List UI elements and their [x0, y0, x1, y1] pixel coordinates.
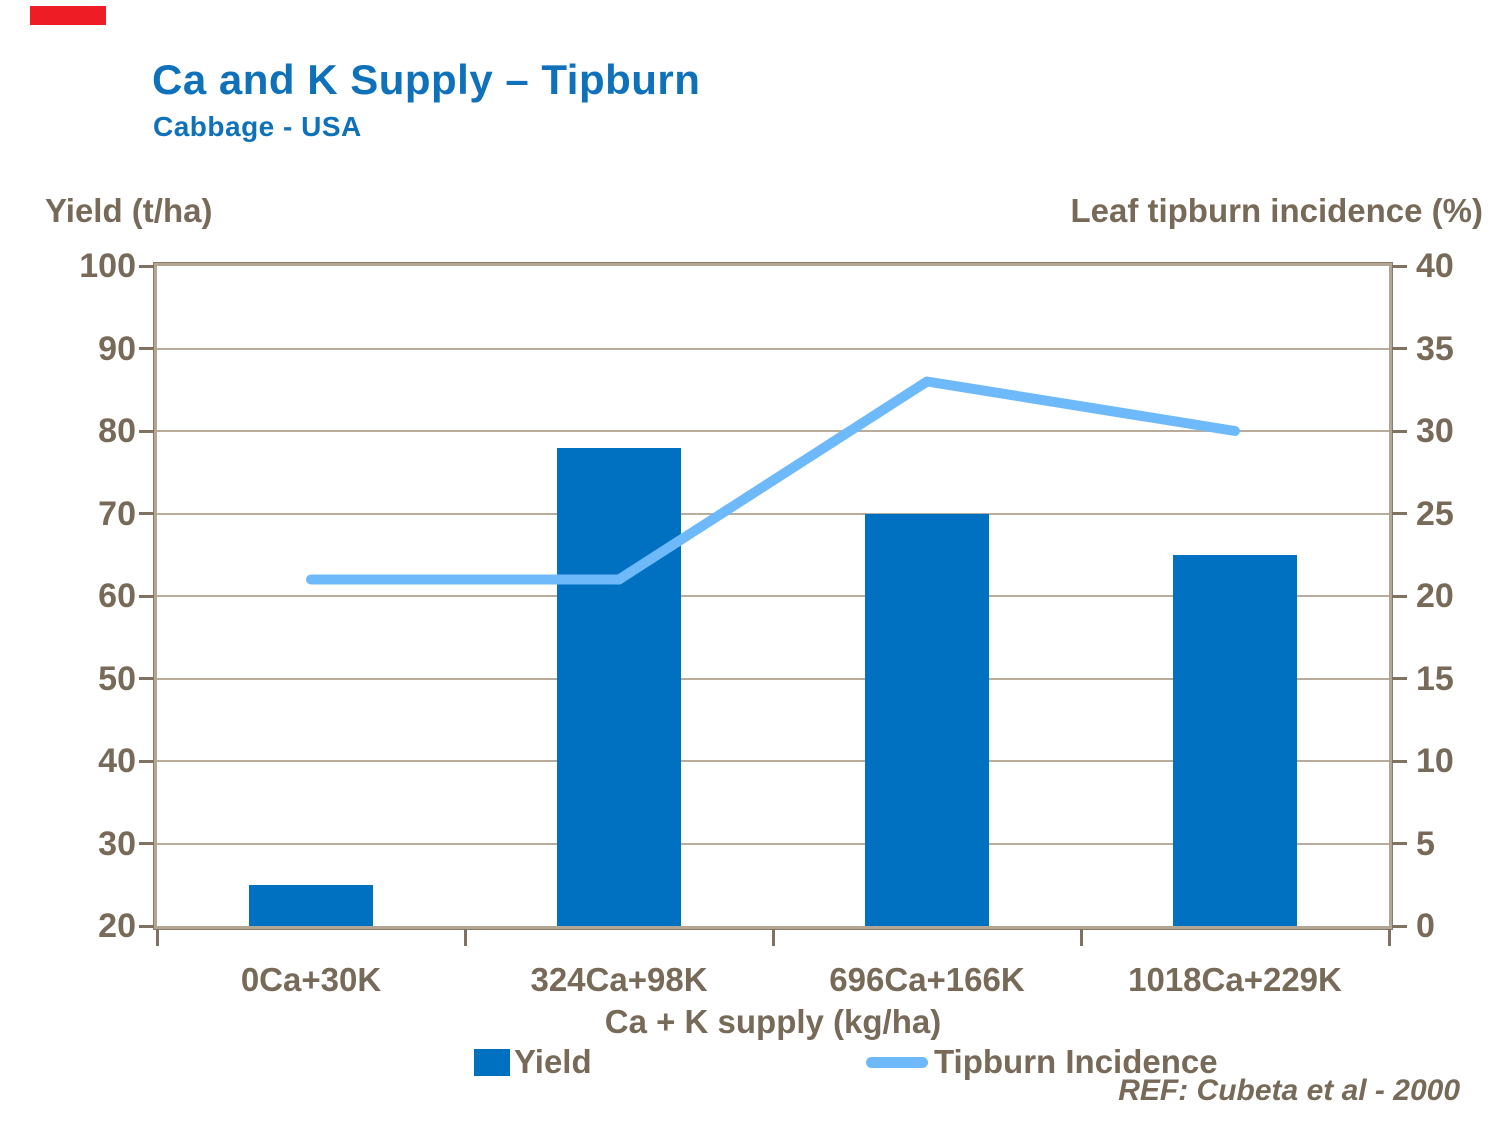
- right-tick-5: [1392, 842, 1407, 845]
- right-tick-label-35: 35: [1416, 329, 1454, 368]
- gridline-50: [157, 677, 1389, 680]
- left-tick-90: [139, 347, 154, 350]
- right-tick-40: [1392, 264, 1407, 268]
- left-tick-label-40: 40: [98, 742, 136, 780]
- x-axis-title: Ca + K supply (kg/ha): [604, 1003, 942, 1040]
- legend-label-tipburn: Tipburn Incidence: [934, 1043, 1218, 1080]
- left-tick-label-30: 30: [98, 824, 136, 863]
- x-category-label-0: 0Ca+30K: [240, 961, 382, 998]
- right-tick-label-25: 25: [1416, 494, 1454, 533]
- gridline-40: [157, 760, 1389, 762]
- x-boundary-tick-0: [155, 929, 159, 946]
- left-tick-label-20: 20: [98, 907, 136, 945]
- red-accent-bar: [30, 6, 106, 25]
- page-subtitle: Cabbage - USA: [153, 111, 362, 142]
- x-boundary-tick-2: [771, 929, 775, 946]
- plot-area: [153, 262, 1393, 930]
- right-axis-title: Leaf tipburn incidence (%): [1070, 192, 1483, 229]
- legend-label-yield: Yield: [514, 1043, 592, 1080]
- legend: Yield Tipburn Incidence: [0, 1042, 1501, 1082]
- left-tick-label-90: 90: [98, 329, 136, 368]
- left-tick-100: [139, 264, 154, 268]
- left-tick-30: [139, 842, 154, 845]
- yield-bar-0Ca+30K: [249, 884, 373, 926]
- right-tick-label-0: 0: [1416, 907, 1435, 945]
- page-title: Ca and K Supply – Tipburn: [152, 56, 701, 103]
- left-tick-60: [139, 594, 154, 598]
- tipburn-line: [306, 376, 1240, 585]
- x-category-label-1: 324Ca+98K: [530, 961, 708, 998]
- yield-bar-696Ca+166K: [865, 513, 989, 926]
- right-tick-label-40: 40: [1416, 247, 1454, 285]
- right-tick-20: [1392, 594, 1407, 598]
- right-tick-label-10: 10: [1416, 742, 1454, 780]
- right-tick-30: [1392, 429, 1407, 433]
- x-boundary-tick-1: [463, 929, 467, 946]
- x-category-label-3: 1018Ca+229K: [1128, 961, 1342, 998]
- right-tick-0: [1392, 924, 1407, 928]
- x-category-label-2: 696Ca+166K: [829, 961, 1025, 998]
- right-tick-25: [1392, 512, 1407, 515]
- yield-swatch-icon: [474, 1048, 510, 1076]
- left-tick-70: [139, 512, 154, 515]
- right-tick-label-15: 15: [1416, 659, 1454, 698]
- right-tick-label-20: 20: [1416, 577, 1454, 615]
- x-boundary-tick-4: [1387, 929, 1391, 946]
- left-tick-40: [139, 759, 154, 763]
- gridline-60: [157, 595, 1389, 597]
- left-tick-20: [139, 924, 154, 928]
- gridline-30: [157, 842, 1389, 845]
- left-axis-title: Yield (t/ha): [45, 192, 213, 229]
- reference-note: REF: Cubeta et al - 2000: [1118, 1074, 1460, 1107]
- left-tick-label-70: 70: [98, 494, 136, 533]
- left-tick-label-100: 100: [79, 247, 136, 285]
- legend-item-tipburn: Tipburn Incidence: [866, 1042, 1218, 1082]
- left-tick-label-50: 50: [98, 659, 136, 698]
- gridline-70: [157, 512, 1389, 515]
- left-tick-label-60: 60: [98, 577, 136, 615]
- gridline-90: [157, 347, 1389, 350]
- right-tick-10: [1392, 759, 1407, 763]
- left-tick-label-80: 80: [98, 412, 136, 450]
- gridline-80: [157, 430, 1389, 432]
- right-tick-35: [1392, 347, 1407, 350]
- right-tick-15: [1392, 677, 1407, 680]
- tipburn-line-marker-icon: [866, 1056, 928, 1068]
- yield-bar-1018Ca+229K: [1173, 554, 1297, 926]
- yield-bar-324Ca+98K: [557, 447, 681, 926]
- left-tick-50: [139, 677, 154, 680]
- left-tick-80: [139, 429, 154, 433]
- x-boundary-tick-3: [1079, 929, 1083, 946]
- right-tick-label-30: 30: [1416, 412, 1454, 450]
- legend-item-yield: Yield: [474, 1042, 592, 1082]
- right-tick-label-5: 5: [1416, 824, 1435, 863]
